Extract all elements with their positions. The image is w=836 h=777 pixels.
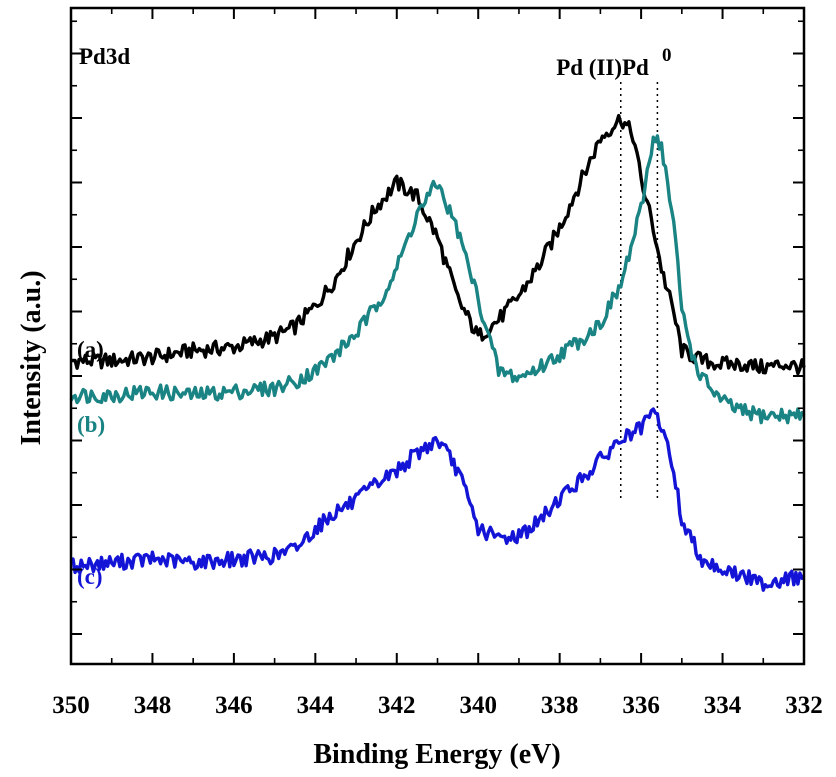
x-tick-label-342: 342: [378, 692, 416, 719]
y-axis-title: Intensity (a.u.): [16, 270, 47, 445]
x-tick-label-344: 344: [297, 692, 335, 719]
series-line-2: [69, 134, 806, 425]
x-tick-label-338: 338: [541, 692, 579, 719]
x-axis-title: Binding Energy (eV): [313, 739, 560, 770]
data-layer: (a) (b) (c) Pd (II) Pd 0: [69, 45, 806, 592]
x-tick-label-350: 350: [52, 692, 90, 719]
x-tick-label-348: 348: [134, 692, 172, 719]
annotation-pd0-superscript: 0: [662, 45, 672, 66]
axis-ticks: 350 348 346 344 342 340 338 336 334 332: [52, 8, 823, 719]
panel-label: Pd3d: [79, 44, 130, 69]
series-label-3: (c): [77, 564, 103, 589]
series-label-2: (b): [77, 412, 105, 437]
series-line-1: [70, 113, 806, 376]
x-tick-label-336: 336: [622, 692, 660, 719]
x-tick-label-334: 334: [704, 692, 742, 719]
series-label-1: (a): [77, 337, 104, 362]
x-tick-label-332: 332: [785, 692, 823, 719]
x-tick-label-340: 340: [459, 692, 497, 719]
annotation-pd-ii: Pd (II): [556, 55, 622, 80]
annotation-pd0: Pd: [622, 55, 649, 80]
series-line-3: [69, 407, 806, 592]
plot-frame: [69, 6, 806, 666]
x-tick-label-346: 346: [215, 692, 253, 719]
